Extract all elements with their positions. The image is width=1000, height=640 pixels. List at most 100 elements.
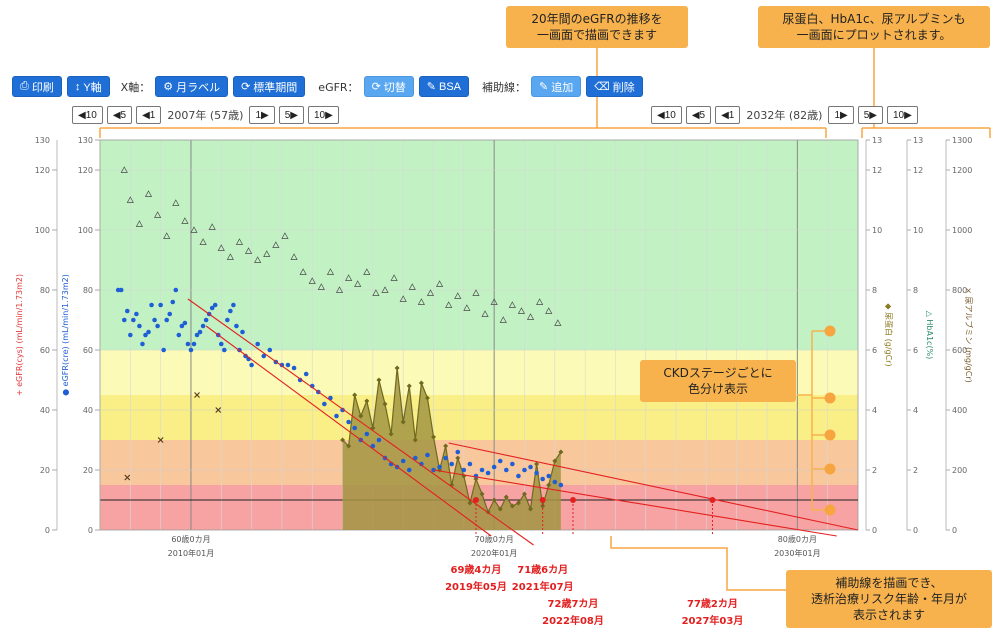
callout-leader-top-right (861, 46, 991, 138)
add-aux-line-button[interactable]: ✎ 追加 (531, 76, 582, 97)
hba1c-point (381, 286, 389, 293)
hba1c-point (499, 316, 507, 323)
end-forward-1-button[interactable]: 1▶ (828, 106, 854, 124)
right-axis-tick-label: 0 (913, 526, 918, 535)
egfr-point (467, 461, 473, 467)
albumin-point (215, 407, 222, 413)
egfr-point (173, 287, 179, 293)
egfr-point (528, 464, 533, 470)
start-forward-1-button[interactable]: 1▶ (249, 106, 275, 124)
albumin-point (124, 474, 131, 481)
egfr-point (352, 425, 357, 431)
gear-icon: ⚙ (163, 81, 174, 93)
hba1c-point (426, 289, 435, 296)
left-outer-tick-label: 80 (40, 286, 50, 295)
ckd-band (100, 140, 858, 350)
egfr-point (437, 464, 442, 470)
protein-point (394, 365, 400, 371)
hba1c-point (299, 268, 307, 275)
x-tick-date-label: 2020年01月 (471, 548, 518, 558)
right-axis-tick-label: 6 (872, 346, 877, 355)
end-period-label: 2032年 (82歳) (746, 109, 823, 122)
egfr-point (497, 458, 503, 464)
x-tick-age-label: 70歳0カ月 (475, 534, 514, 544)
end-back-1-button[interactable]: ◀1 (715, 106, 741, 124)
end-back-5-button[interactable]: ◀5 (685, 106, 712, 124)
hba1c-point (181, 217, 189, 224)
protein-point (455, 455, 461, 461)
x-tick-date-label: 2030年01月 (774, 548, 821, 558)
start-back-10-button[interactable]: ◀10 (72, 106, 103, 124)
protein-point (340, 437, 346, 443)
right-axis-tick-label: 6 (913, 346, 918, 355)
egfr-point (267, 347, 273, 353)
egfr-point (370, 443, 376, 449)
egfr-point (218, 341, 224, 347)
aux-line (205, 325, 492, 537)
start-forward-5-button[interactable]: 5▶ (278, 106, 304, 124)
right-axis-title: △ HbA1c(%) (925, 311, 934, 360)
right-axis-tick-label: 12 (913, 166, 923, 175)
left-inner-tick-label: 130 (78, 136, 93, 145)
refresh-icon: ⟳ (371, 81, 381, 93)
callout-ckd-stage: CKDステージごとに 色分け表示 (640, 360, 796, 402)
end-forward-5-button[interactable]: 5▶ (857, 106, 883, 124)
hba1c-point (408, 283, 416, 290)
print-button[interactable]: ⎙ 印刷 (12, 76, 62, 97)
right-axis-tick-label: 13 (913, 136, 923, 145)
hba1c-point (254, 256, 262, 263)
hba1c-point (526, 313, 535, 320)
standard-period-button[interactable]: ⟳ 標準期間 (233, 76, 306, 97)
left-inner-axis-title: ● eGFR(cre) (mL/min/1.73m2) (61, 274, 70, 396)
end-forward-10-button[interactable]: 10▶ (886, 106, 918, 124)
egfr-point (212, 302, 218, 308)
egfr-point (231, 302, 236, 308)
right-axis-tick-label: 600 (952, 346, 967, 355)
hba1c-point (217, 244, 225, 251)
x-axis-label: X軸： (120, 80, 151, 94)
ckd-connector-dot (824, 392, 836, 404)
start-back-5-button[interactable]: ◀5 (106, 106, 133, 124)
protein-point (443, 443, 449, 449)
printer-icon: ⎙ (20, 80, 29, 92)
protein-point (528, 506, 534, 512)
start-period-nav: ◀10 ◀5 ◀1 2007年 (57歳) 1▶ 5▶ 10▶ (72, 106, 339, 124)
hba1c-point (317, 283, 325, 290)
right-axis-tick-label: 1200 (952, 166, 972, 175)
egfr-point (534, 470, 539, 476)
hba1c-point (354, 280, 362, 287)
egfr-point (176, 332, 182, 338)
protein-point (491, 497, 497, 503)
left-inner-tick-label: 80 (83, 286, 93, 295)
bsa-button[interactable]: ✎ BSA (418, 76, 470, 97)
albumin-point (157, 437, 164, 443)
hba1c-point (335, 286, 344, 293)
egfr-point (185, 341, 191, 347)
egfr-point (503, 467, 509, 473)
aux-line (433, 469, 837, 537)
protein-point (546, 482, 552, 488)
protein-point (431, 434, 437, 440)
egfr-switch-button[interactable]: ⟳ 切替 (363, 76, 414, 97)
right-axis-tick-label: 800 (952, 286, 967, 295)
end-period-nav: ◀10 ◀5 ◀1 2032年 (82歳) 1▶ 5▶ 10▶ (651, 106, 918, 124)
egfr-point (124, 308, 130, 314)
risk-age-label: 69歳4カ月 (451, 563, 502, 576)
protein-point (479, 491, 485, 497)
right-axis-tick-label: 4 (913, 406, 918, 415)
start-back-1-button[interactable]: ◀1 (136, 106, 162, 124)
month-label-button[interactable]: ⚙ 月ラベル (155, 76, 229, 97)
end-back-10-button[interactable]: ◀10 (651, 106, 682, 124)
delete-aux-line-button[interactable]: ⌫ 削除 (586, 76, 643, 97)
egfr-point (200, 323, 206, 329)
left-outer-tick-label: 0 (45, 526, 50, 535)
egfr-point (443, 455, 448, 461)
start-forward-10-button[interactable]: 10▶ (307, 106, 339, 124)
hba1c-point (508, 301, 516, 308)
hba1c-point (172, 199, 180, 206)
egfr-point (558, 482, 564, 488)
pencil-icon: ✎ (426, 81, 436, 93)
hba1c-point (263, 250, 271, 257)
y-axis-button[interactable]: ↕ Y軸 (66, 76, 110, 97)
